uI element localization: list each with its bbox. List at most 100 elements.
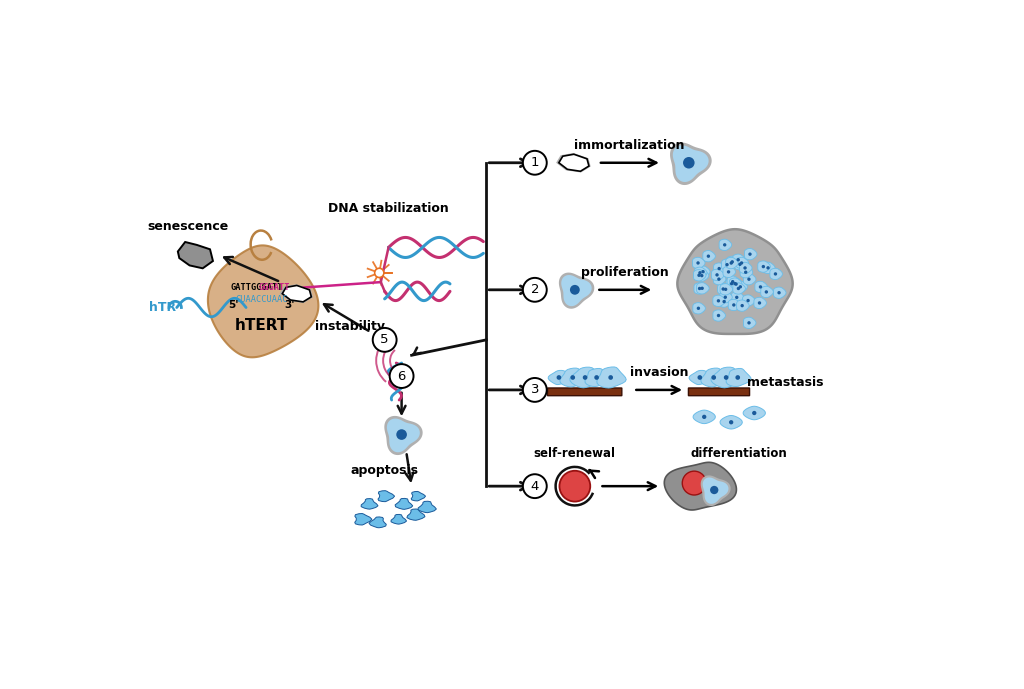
Circle shape bbox=[735, 296, 738, 299]
Polygon shape bbox=[361, 499, 378, 509]
Circle shape bbox=[730, 260, 734, 263]
Polygon shape bbox=[713, 310, 726, 321]
Polygon shape bbox=[711, 367, 739, 388]
Polygon shape bbox=[694, 282, 707, 294]
Circle shape bbox=[725, 263, 729, 267]
Circle shape bbox=[696, 261, 699, 265]
Polygon shape bbox=[369, 517, 386, 528]
Polygon shape bbox=[700, 475, 731, 506]
Polygon shape bbox=[719, 296, 731, 307]
Text: 3: 3 bbox=[530, 383, 539, 396]
Polygon shape bbox=[754, 297, 767, 309]
Polygon shape bbox=[736, 300, 750, 311]
Polygon shape bbox=[384, 416, 423, 455]
Polygon shape bbox=[208, 245, 318, 358]
Circle shape bbox=[723, 300, 726, 303]
Polygon shape bbox=[718, 283, 730, 295]
Circle shape bbox=[698, 287, 701, 290]
Circle shape bbox=[375, 268, 384, 278]
Polygon shape bbox=[597, 367, 627, 388]
Circle shape bbox=[732, 303, 735, 307]
Circle shape bbox=[682, 471, 707, 495]
FancyBboxPatch shape bbox=[688, 388, 750, 395]
Polygon shape bbox=[743, 317, 756, 329]
Circle shape bbox=[724, 287, 727, 291]
Circle shape bbox=[523, 378, 547, 402]
Text: GATTGGGATT: GATTGGGATT bbox=[230, 283, 284, 292]
Circle shape bbox=[746, 299, 750, 302]
Polygon shape bbox=[407, 509, 425, 520]
Polygon shape bbox=[697, 266, 710, 278]
Polygon shape bbox=[744, 249, 757, 260]
Polygon shape bbox=[585, 369, 610, 387]
Circle shape bbox=[716, 273, 719, 276]
Text: 2: 2 bbox=[530, 283, 539, 296]
Polygon shape bbox=[712, 269, 724, 280]
Polygon shape bbox=[742, 295, 755, 306]
Polygon shape bbox=[702, 477, 728, 504]
Polygon shape bbox=[720, 415, 742, 429]
Polygon shape bbox=[570, 367, 599, 388]
Circle shape bbox=[717, 278, 721, 281]
Polygon shape bbox=[761, 286, 773, 298]
Polygon shape bbox=[670, 143, 712, 185]
Circle shape bbox=[707, 254, 710, 258]
Text: DNA stabilization: DNA stabilization bbox=[328, 203, 449, 216]
Circle shape bbox=[731, 280, 734, 283]
Circle shape bbox=[570, 285, 580, 295]
Circle shape bbox=[736, 258, 740, 261]
Polygon shape bbox=[719, 239, 732, 251]
Polygon shape bbox=[736, 257, 749, 269]
Polygon shape bbox=[729, 278, 742, 289]
Circle shape bbox=[717, 299, 720, 302]
Polygon shape bbox=[673, 145, 709, 182]
Polygon shape bbox=[770, 268, 782, 280]
Circle shape bbox=[762, 265, 765, 268]
Polygon shape bbox=[713, 295, 725, 307]
Polygon shape bbox=[743, 407, 766, 420]
Circle shape bbox=[735, 375, 740, 380]
Text: 5: 5 bbox=[380, 333, 389, 347]
Circle shape bbox=[723, 243, 726, 247]
Text: immortalization: immortalization bbox=[574, 139, 685, 152]
Circle shape bbox=[570, 375, 575, 380]
Polygon shape bbox=[693, 269, 707, 281]
Polygon shape bbox=[726, 278, 738, 289]
Polygon shape bbox=[730, 278, 743, 290]
Circle shape bbox=[683, 157, 694, 169]
Polygon shape bbox=[677, 229, 793, 334]
Circle shape bbox=[697, 375, 702, 380]
Text: hTERT: hTERT bbox=[234, 318, 288, 333]
Polygon shape bbox=[773, 287, 786, 298]
Polygon shape bbox=[412, 491, 426, 501]
Circle shape bbox=[729, 420, 733, 424]
Circle shape bbox=[738, 285, 742, 289]
Text: GGGATT: GGGATT bbox=[259, 283, 290, 292]
Circle shape bbox=[594, 375, 599, 380]
Circle shape bbox=[777, 291, 780, 294]
Circle shape bbox=[717, 313, 720, 317]
Circle shape bbox=[559, 471, 590, 502]
Polygon shape bbox=[702, 251, 716, 262]
Text: proliferation: proliferation bbox=[581, 267, 669, 279]
Circle shape bbox=[749, 252, 752, 256]
Polygon shape bbox=[548, 371, 567, 384]
Polygon shape bbox=[395, 498, 413, 509]
Text: 3': 3' bbox=[285, 300, 295, 310]
Text: 4: 4 bbox=[530, 480, 539, 493]
Circle shape bbox=[740, 261, 743, 265]
Polygon shape bbox=[722, 259, 734, 270]
Circle shape bbox=[696, 307, 700, 310]
Circle shape bbox=[390, 364, 414, 388]
Polygon shape bbox=[559, 273, 594, 309]
Polygon shape bbox=[720, 284, 733, 295]
Circle shape bbox=[523, 151, 547, 175]
Polygon shape bbox=[726, 258, 738, 269]
Circle shape bbox=[734, 282, 737, 286]
Polygon shape bbox=[693, 410, 716, 424]
Circle shape bbox=[738, 263, 741, 266]
Circle shape bbox=[774, 272, 777, 276]
Circle shape bbox=[701, 270, 705, 274]
Text: 1: 1 bbox=[530, 156, 539, 169]
Circle shape bbox=[748, 278, 751, 281]
